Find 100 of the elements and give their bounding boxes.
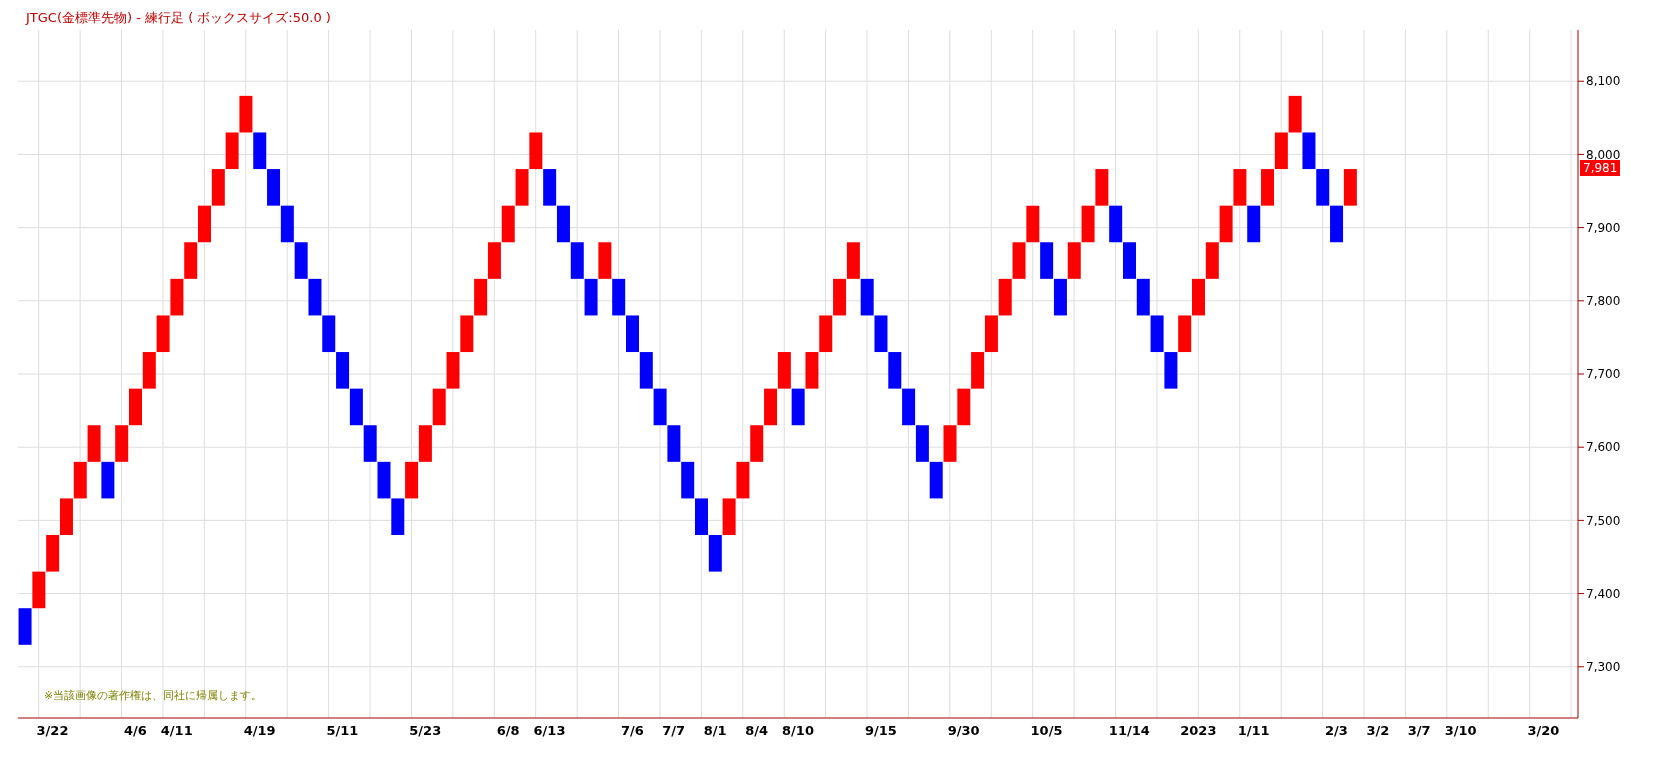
bar — [667, 425, 681, 462]
bar — [681, 461, 695, 499]
x-tick-label: 6/13 — [533, 723, 566, 739]
bar — [377, 461, 391, 499]
bar — [1012, 242, 1026, 279]
bar — [570, 242, 584, 279]
y-tick-label: 7,700 — [1586, 367, 1621, 382]
bar — [487, 242, 501, 279]
bar — [1136, 278, 1150, 316]
y-tick-label: 7,800 — [1586, 294, 1621, 309]
bar — [1122, 242, 1136, 279]
x-tick-label: 1/11 — [1237, 723, 1270, 739]
bar — [515, 169, 529, 206]
bar — [1261, 169, 1275, 206]
y-tick-label: 7,300 — [1586, 660, 1621, 675]
bar — [115, 425, 129, 462]
bar — [915, 425, 929, 462]
bar — [612, 278, 626, 316]
bar — [1343, 169, 1357, 206]
bar — [902, 388, 916, 426]
bar — [833, 278, 847, 316]
bar — [1205, 242, 1219, 279]
bar — [653, 388, 667, 426]
y-tick-label: 7,900 — [1586, 220, 1621, 235]
x-tick-label: 5/11 — [326, 723, 359, 739]
bar — [460, 315, 474, 353]
bar — [267, 169, 281, 206]
y-tick-label: 8,000 — [1586, 147, 1621, 162]
bar — [418, 425, 432, 462]
bar — [639, 352, 653, 389]
bar — [46, 535, 60, 572]
bar — [736, 461, 750, 499]
bar — [1067, 242, 1081, 279]
bar — [391, 498, 405, 536]
bar — [211, 169, 225, 206]
bar — [32, 571, 46, 609]
bar — [708, 535, 722, 572]
x-tick-label: 9/15 — [864, 723, 897, 739]
bar — [280, 205, 294, 243]
bar — [1053, 278, 1067, 316]
bar — [791, 388, 805, 426]
bar — [432, 388, 446, 426]
bar — [543, 169, 557, 206]
bar — [349, 388, 363, 426]
bar — [239, 95, 253, 133]
bar — [1081, 205, 1095, 243]
bar — [1316, 169, 1330, 206]
bar — [1288, 95, 1302, 133]
x-tick-label: 8/4 — [745, 723, 769, 739]
bar — [322, 315, 336, 353]
x-tick-label: 4/19 — [243, 723, 276, 739]
bar — [1026, 205, 1040, 243]
bar — [170, 278, 184, 316]
chart-title: JTGC(金標準先物) - 練行足 ( ボックスサイズ:50.0 ) — [26, 9, 331, 27]
bar — [805, 352, 819, 389]
bar — [722, 498, 736, 536]
bar — [225, 132, 239, 170]
bar — [1095, 169, 1109, 206]
x-tick-label: 9/30 — [947, 723, 980, 739]
bar — [1247, 205, 1261, 243]
bar — [1040, 242, 1054, 279]
bar — [819, 315, 833, 353]
bar — [156, 315, 170, 353]
bar — [764, 388, 778, 426]
bar — [336, 352, 350, 389]
annotation: 7,981 — [1580, 160, 1621, 177]
bar — [860, 278, 874, 316]
x-tick-label: 4/11 — [160, 723, 193, 739]
bar — [888, 352, 902, 389]
x-tick-label: 8/10 — [782, 723, 814, 739]
bar — [198, 205, 212, 243]
bar — [529, 132, 543, 170]
bar — [1330, 205, 1344, 243]
bar — [405, 461, 419, 499]
y-tick-label: 7,400 — [1586, 586, 1621, 601]
bar — [142, 352, 156, 389]
bar — [777, 352, 791, 389]
bar — [128, 388, 142, 426]
bar — [929, 461, 943, 499]
x-tick-label: 3/10 — [1444, 723, 1477, 739]
bar — [984, 315, 998, 353]
bar — [1302, 132, 1316, 170]
bar — [1164, 352, 1178, 389]
x-tick-label: 3/20 — [1527, 723, 1560, 739]
bar — [18, 608, 32, 645]
bar — [1150, 315, 1164, 353]
x-tick-label: 2/3 — [1324, 723, 1348, 739]
y-tick-label: 8,100 — [1586, 74, 1621, 89]
y-tick-label: 7,500 — [1586, 513, 1621, 528]
bar — [625, 315, 639, 353]
bar — [59, 498, 73, 536]
x-tick-label: 3/2 — [1366, 723, 1390, 739]
bar — [750, 425, 764, 462]
annotation: ※当該画像の著作権は、同社に帰属します。 — [44, 688, 263, 703]
bar — [501, 205, 515, 243]
x-tick-label: 4/6 — [123, 723, 147, 739]
bar — [584, 278, 598, 316]
x-tick-label: 2023 — [1180, 723, 1217, 739]
x-tick-label: 5/23 — [409, 723, 442, 739]
x-tick-label: 3/7 — [1407, 723, 1431, 739]
